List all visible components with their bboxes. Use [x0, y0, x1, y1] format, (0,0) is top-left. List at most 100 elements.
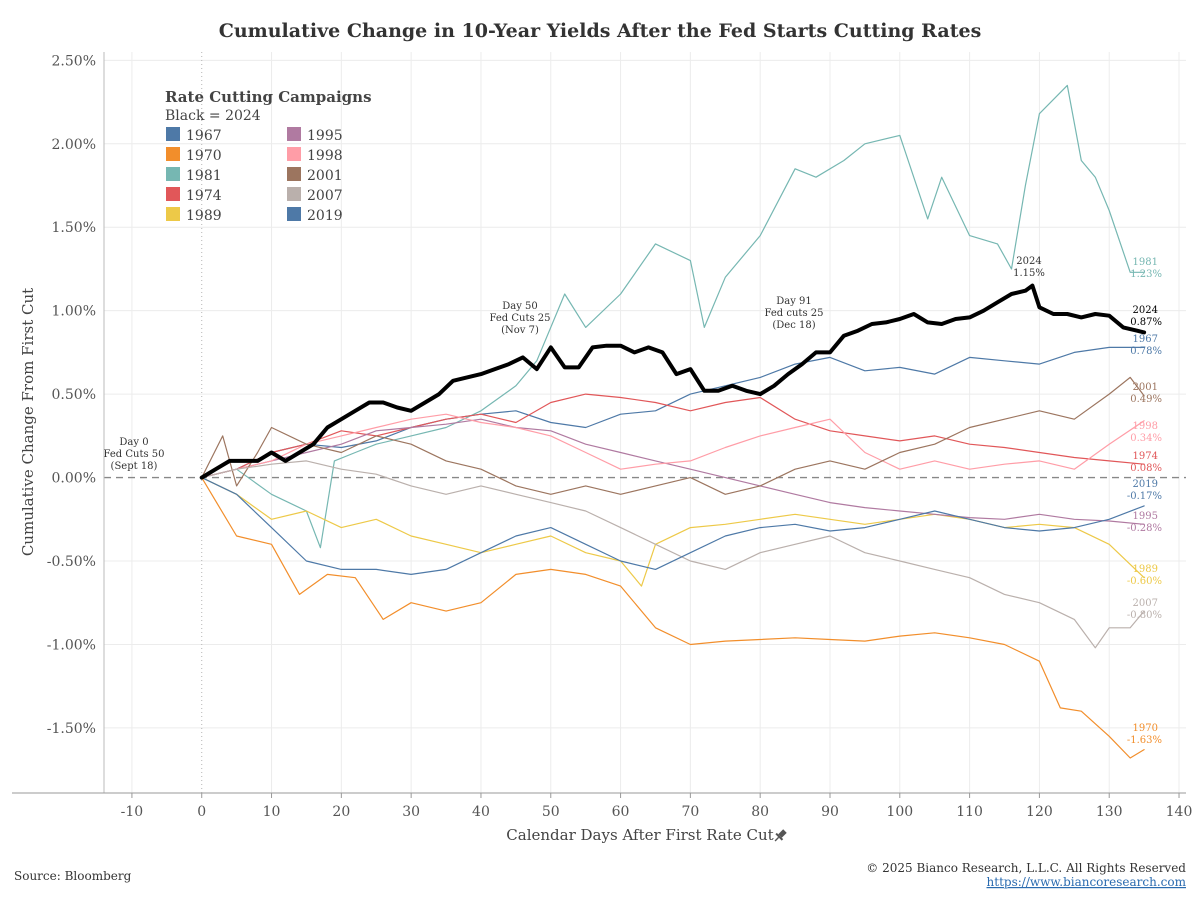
- y-tick-label: 1.50%: [52, 220, 96, 236]
- legend-subtitle: Black = 2024: [165, 108, 261, 124]
- annotation-text: Day 0: [119, 437, 148, 448]
- end-label-name: 1981: [1133, 257, 1158, 268]
- annotation-text: Day 50: [502, 301, 538, 312]
- copyright-note: © 2025 Bianco Research, L.L.C. All Right…: [866, 861, 1186, 875]
- y-tick-label: -0.50%: [47, 554, 96, 570]
- x-tick-label: 40: [472, 804, 490, 820]
- legend-swatch: [287, 187, 301, 201]
- end-label-value: 0.87%: [1130, 317, 1162, 328]
- x-tick-label: -10: [121, 804, 144, 820]
- y-tick-label: 0.50%: [52, 387, 96, 403]
- end-label-value: -0.17%: [1127, 491, 1162, 502]
- x-tick-label: 90: [821, 804, 839, 820]
- x-tick-label: 70: [681, 804, 699, 820]
- series-line-2019: [201, 477, 1145, 576]
- series-line-1970: [201, 477, 1145, 759]
- end-label-name: 1974: [1133, 451, 1158, 462]
- legend-swatch: [166, 187, 180, 201]
- legend-swatch: [287, 147, 301, 161]
- x-tick-label: 20: [332, 804, 350, 820]
- annotation-text: Fed cuts 25: [765, 308, 824, 319]
- end-label-value: 1.23%: [1130, 269, 1162, 280]
- legend-swatch: [287, 167, 301, 181]
- legend-items: 1967 1970 1981 1974 1989 1995 1998 2001 2007 2019: [166, 127, 343, 224]
- x-tick-label: 60: [612, 804, 630, 820]
- annotation-text: (Nov 7): [501, 325, 539, 336]
- end-label-name: 1967: [1133, 334, 1158, 345]
- end-label-value: 0.08%: [1130, 463, 1162, 474]
- annotation-text: Fed Cuts 25: [489, 313, 550, 324]
- legend-label: 1995: [307, 128, 343, 144]
- end-label-value: -1.63%: [1127, 735, 1162, 746]
- series-line-2001: [201, 376, 1145, 495]
- end-label-name: 2019: [1133, 479, 1158, 490]
- y-tick-label: 1.00%: [52, 304, 96, 320]
- series-line-1974: [201, 393, 1145, 479]
- legend-swatch: [166, 167, 180, 181]
- x-axis-title: Calendar Days After First Rate Cut: [506, 826, 773, 844]
- x-tick-label: 130: [1096, 804, 1123, 820]
- annotation-text: Day 91: [776, 296, 812, 307]
- legend-swatch: [166, 147, 180, 161]
- x-tick-label: 100: [886, 804, 913, 820]
- annotation-text: 1.15%: [1013, 268, 1045, 279]
- series-lines: [199, 84, 1147, 759]
- end-label-value: -0.60%: [1127, 576, 1162, 587]
- x-tick-label: 30: [402, 804, 420, 820]
- x-tick-label: 80: [751, 804, 769, 820]
- end-label-value: 0.34%: [1130, 433, 1162, 444]
- legend-label: 1967: [186, 128, 222, 144]
- legend-label: 1970: [186, 148, 222, 164]
- series-line-1998: [201, 413, 1145, 479]
- end-label-value: 0.49%: [1130, 394, 1162, 405]
- end-label-name: 2024: [1133, 305, 1158, 316]
- end-label-name: 1998: [1133, 421, 1158, 432]
- legend: Rate Cutting Campaigns Black = 2024 1967…: [165, 88, 372, 224]
- chart-title: Cumulative Change in 10-Year Yields Afte…: [219, 20, 982, 42]
- end-label-value: 0.78%: [1130, 346, 1162, 357]
- y-tick-label: 2.00%: [52, 137, 96, 153]
- axes: -1.50% -1.00% -0.50% 0.00% 0.50% 1.00% 1.50% 2.…: [12, 52, 1192, 820]
- y-axis-title: Cumulative Change From First Cut: [19, 288, 37, 556]
- legend-label: 2007: [307, 188, 343, 204]
- series-line-2024: [199, 283, 1147, 480]
- x-tick-label: 140: [1166, 804, 1193, 820]
- annotation-text: (Sept 18): [111, 461, 158, 472]
- end-label-name: 1970: [1133, 723, 1158, 734]
- annotation-text: 2024: [1016, 256, 1041, 267]
- legend-label: 1998: [307, 148, 343, 164]
- x-tick-label: 120: [1026, 804, 1053, 820]
- end-label-name: 1989: [1133, 564, 1158, 575]
- x-tick-label: 110: [956, 804, 983, 820]
- series-line-2007: [201, 460, 1145, 649]
- legend-label: 2019: [307, 208, 343, 224]
- y-tick-label: 2.50%: [52, 53, 96, 69]
- x-tick-label: 10: [263, 804, 281, 820]
- y-tick-label: -1.00%: [47, 637, 96, 653]
- legend-label: 1981: [186, 168, 222, 184]
- x-tick-label: 50: [542, 804, 560, 820]
- legend-swatch: [166, 127, 180, 141]
- gridlines: [104, 52, 1186, 793]
- legend-title: Rate Cutting Campaigns: [165, 88, 372, 106]
- source-note: Source: Bloomberg: [14, 869, 132, 883]
- end-label-value: -0.80%: [1127, 610, 1162, 621]
- end-label-value: -0.28%: [1127, 523, 1162, 534]
- end-label-name: 1995: [1133, 511, 1158, 522]
- pin-icon[interactable]: [772, 828, 788, 844]
- y-tick-label: -1.50%: [47, 721, 96, 737]
- end-label-name: 2001: [1133, 382, 1158, 393]
- series-line-1995: [201, 418, 1145, 525]
- annotation-text: (Dec 18): [772, 320, 815, 331]
- legend-swatch: [287, 207, 301, 221]
- website-link[interactable]: https://www.biancoresearch.com: [987, 875, 1187, 889]
- legend-label: 1989: [186, 208, 222, 224]
- legend-label: 2001: [307, 168, 343, 184]
- end-label-name: 2007: [1133, 598, 1158, 609]
- legend-swatch: [287, 127, 301, 141]
- x-tick-label: 0: [197, 804, 206, 820]
- legend-label: 1974: [186, 188, 222, 204]
